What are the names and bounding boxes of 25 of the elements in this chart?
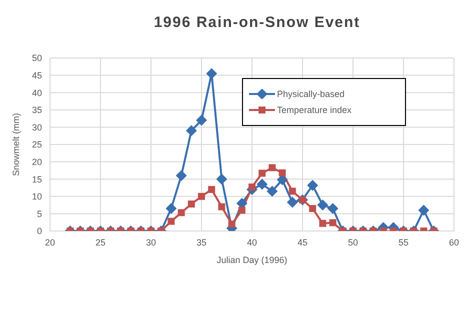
x-tick-label: 60 (448, 237, 460, 248)
x-tick-label: 25 (95, 237, 106, 248)
y-tick-label: 30 (32, 122, 42, 132)
y-tick-label: 25 (32, 140, 42, 150)
legend-label: Physically-based (277, 89, 345, 99)
x-axis-title: Julian Day (1996) (216, 255, 288, 265)
y-axis-title: Snowmelt (mm) (11, 112, 22, 176)
y-tick-label: 20 (32, 156, 42, 167)
x-tick-label: 35 (196, 237, 207, 248)
y-tick-label: 45 (32, 70, 42, 80)
x-tick-label: 45 (297, 237, 308, 248)
x-tick-label: 40 (246, 237, 258, 248)
x-tick-label: 30 (146, 237, 156, 248)
y-tick-label: 0 (36, 226, 42, 236)
y-tick-label: 10 (32, 192, 42, 202)
y-tick-label: 40 (32, 88, 42, 98)
y-tick-label: 15 (32, 174, 42, 184)
chart-title: 1996 Rain-on-Snow Event (152, 14, 362, 31)
legend-label: Temperature index (277, 105, 352, 115)
x-tick-label: 55 (398, 237, 409, 248)
y-tick-label: 5 (36, 208, 42, 219)
x-tick-label: 20 (44, 237, 56, 248)
y-tick-label: 50 (32, 53, 42, 64)
x-tick-label: 50 (348, 237, 358, 248)
y-tick-label: 35 (32, 105, 42, 116)
